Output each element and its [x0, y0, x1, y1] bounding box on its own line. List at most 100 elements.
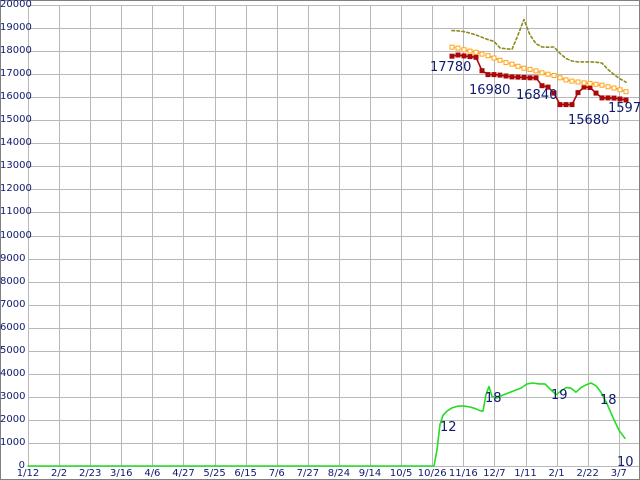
y-axis-tick-label: 6000: [0, 321, 26, 333]
data-point-marker: [479, 68, 485, 74]
data-point-marker: [617, 87, 623, 93]
data-point-marker: [581, 84, 587, 90]
x-axis-tick-label: 1/12: [16, 468, 40, 479]
data-point-marker: [593, 81, 599, 87]
data-point-marker: [533, 75, 539, 81]
data-point-marker: [593, 90, 599, 96]
data-point-marker: [491, 55, 497, 61]
y-axis-tick-label: 15000: [0, 114, 32, 126]
data-point-marker: [611, 95, 617, 101]
x-axis-tick-label: 10/26: [417, 468, 447, 479]
data-point-marker: [455, 45, 461, 51]
y-axis-tick-label: 3000: [0, 390, 26, 402]
data-point-marker: [557, 75, 563, 81]
y-axis-tick-label: 5000: [0, 344, 26, 356]
data-point-marker: [527, 67, 533, 72]
data-point-marker: [497, 57, 503, 63]
y-axis-tick-label: 11000: [0, 206, 32, 218]
y-axis-tick-label: 17000: [0, 68, 32, 80]
data-point-marker: [587, 85, 593, 90]
series-line-volume: [27, 382, 626, 467]
data-point-marker: [527, 75, 533, 81]
price-label-17780: 17780: [430, 60, 472, 75]
x-axis-tick-label: 4/6: [144, 468, 161, 479]
price-label-15680: 15680: [568, 113, 610, 128]
grid-layer: [28, 5, 639, 467]
data-point-marker: [461, 47, 467, 53]
y-axis-tick-label: 12000: [0, 183, 32, 195]
x-axis-tick-label: 6/15: [234, 468, 257, 479]
data-point-marker: [539, 70, 545, 76]
data-point-marker: [503, 60, 509, 66]
y-axis-tick-label: 7000: [0, 298, 26, 310]
y-axis-tick-label: 2000: [0, 413, 26, 425]
data-point-marker: [581, 80, 587, 86]
data-point-marker: [623, 89, 629, 95]
x-axis-tick-label: 11/16: [448, 468, 478, 479]
x-axis-tick-label: 9/14: [358, 468, 382, 479]
data-point-marker: [449, 53, 455, 59]
data-point-marker: [449, 44, 455, 50]
data-point-marker: [569, 102, 575, 108]
x-axis-tick-label: 2/2: [51, 468, 68, 479]
x-axis-tick-label: 3/7: [610, 468, 627, 479]
price-label-15970: 15970: [608, 101, 640, 116]
data-point-marker: [521, 74, 527, 80]
y-axis-tick-label: 20000: [0, 0, 32, 10]
y-axis-tick-label: 14000: [0, 137, 32, 149]
y-axis-tick-label: 18000: [0, 45, 32, 57]
data-point-marker: [497, 72, 503, 78]
data-point-marker: [563, 102, 569, 108]
data-point-marker: [533, 68, 539, 74]
x-axis-tick-label: 2/23: [78, 468, 102, 479]
x-axis-tick-label: 2/1: [548, 468, 565, 479]
data-point-marker: [617, 96, 623, 102]
volume-label-19: 19: [551, 388, 568, 403]
volume-label-18a: 18: [485, 391, 502, 406]
y-axis-tick-label: 19000: [0, 22, 32, 34]
data-point-marker: [545, 84, 551, 90]
price-label-16840: 16840: [516, 88, 558, 103]
y-axis-tick-label: 10000: [0, 229, 32, 241]
x-axis-tick-label: 5/25: [203, 468, 226, 479]
volume-label-12: 12: [440, 420, 457, 435]
data-point-marker: [605, 84, 611, 90]
y-axis-tick-label: 13000: [0, 160, 32, 172]
data-point-marker: [599, 95, 605, 101]
x-axis-tick-label: 1/11: [514, 468, 537, 479]
data-point-marker: [473, 49, 479, 55]
data-point-marker: [491, 72, 497, 78]
y-axis-tick-label: 9000: [0, 252, 26, 264]
x-axis-tick-label: 7/27: [296, 468, 320, 479]
y-axis-tick-label: 4000: [0, 367, 26, 379]
y-axis-tick-label: 8000: [0, 275, 26, 287]
data-point-marker: [455, 52, 461, 58]
x-axis-tick-label: 3/16: [110, 468, 133, 479]
data-point-marker: [467, 48, 473, 54]
data-point-marker: [467, 54, 473, 60]
volume-label-10: 10: [617, 455, 634, 470]
data-point-marker: [551, 73, 557, 78]
y-axis-tick-label: 0: [18, 460, 25, 471]
data-point-marker: [539, 83, 545, 89]
data-point-marker: [509, 74, 515, 80]
y-axis-tick-label: 16000: [0, 91, 32, 103]
price-label-16980: 16980: [469, 83, 511, 98]
data-point-marker: [515, 63, 521, 69]
data-point-marker: [545, 71, 551, 77]
x-axis-tick-label: 8/24: [327, 468, 351, 479]
x-axis-tick-label: 7/6: [268, 468, 285, 479]
data-point-marker: [485, 72, 491, 78]
data-point-marker: [623, 97, 629, 103]
data-point-marker: [503, 73, 509, 79]
data-point-marker: [521, 65, 527, 71]
data-point-marker: [569, 78, 575, 84]
data-point-marker: [575, 90, 581, 96]
data-point-marker: [461, 53, 467, 59]
data-point-marker: [587, 80, 593, 86]
x-axis-tick-label: 4/27: [172, 468, 195, 479]
data-point-marker: [611, 85, 617, 91]
x-axis-tick-label: 10/5: [389, 468, 413, 479]
